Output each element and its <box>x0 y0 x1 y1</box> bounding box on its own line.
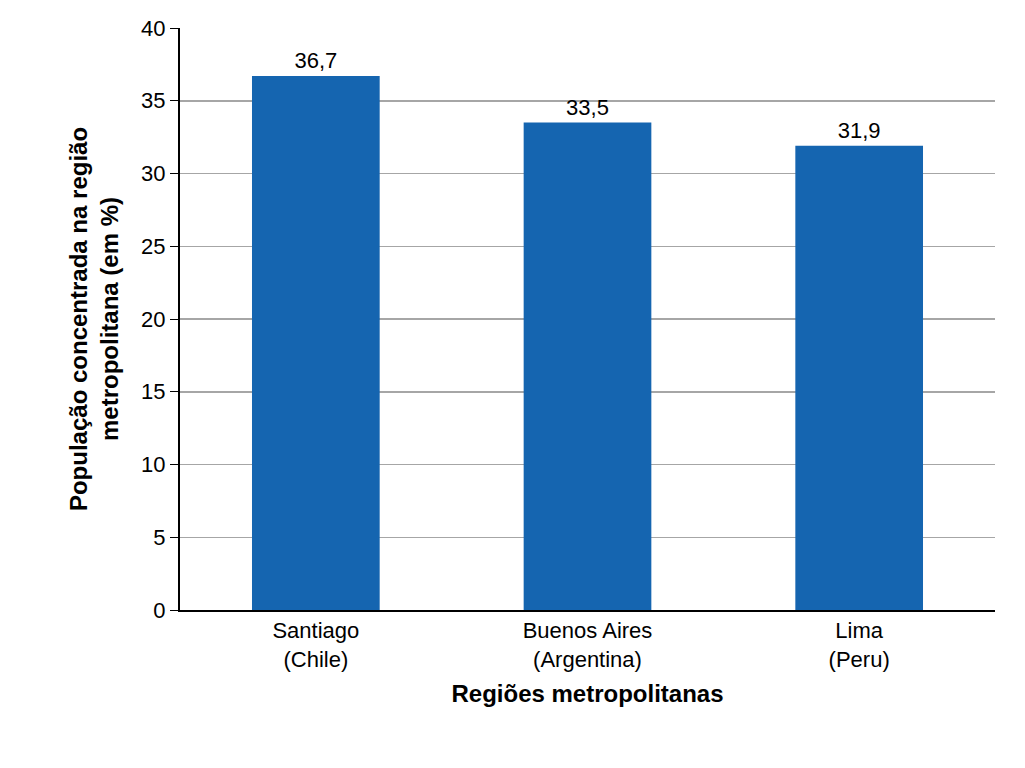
svg-text:15: 15 <box>141 379 165 404</box>
svg-text:5: 5 <box>153 525 165 550</box>
svg-text:33,5: 33,5 <box>566 95 609 120</box>
svg-text:31,9: 31,9 <box>838 118 881 143</box>
svg-text:40: 40 <box>141 16 165 41</box>
svg-text:Regiões metropolitanas: Regiões metropolitanas <box>451 680 723 707</box>
svg-text:Santiago(Chile): Santiago(Chile) <box>272 618 359 672</box>
svg-text:0: 0 <box>153 598 165 623</box>
svg-text:20: 20 <box>141 307 165 332</box>
svg-text:30: 30 <box>141 161 165 186</box>
svg-text:Buenos Aires(Argentina): Buenos Aires(Argentina) <box>523 618 653 672</box>
svg-text:10: 10 <box>141 452 165 477</box>
svg-text:Lima(Peru): Lima(Peru) <box>829 618 890 672</box>
svg-text:35: 35 <box>141 88 165 113</box>
svg-text:População concentrada na regiã: População concentrada na regiãometropoli… <box>65 127 123 511</box>
svg-text:36,7: 36,7 <box>294 48 337 73</box>
svg-text:25: 25 <box>141 234 165 259</box>
